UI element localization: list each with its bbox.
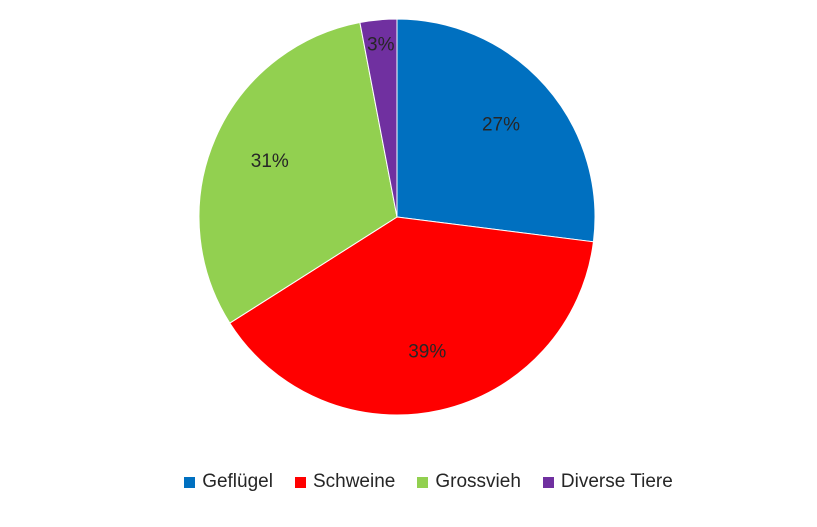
legend-item-diverse-tiere: Diverse Tiere bbox=[542, 471, 673, 493]
pie-slice-gefluegel bbox=[396, 18, 596, 243]
pie-slices bbox=[198, 18, 596, 416]
legend-item-schweine: Schweine bbox=[294, 471, 396, 493]
data-label-gefluegel: 27% bbox=[482, 114, 520, 135]
legend-item-gefluegel: Geflügel bbox=[184, 471, 273, 493]
chart-legend: Geflügel Schweine Grossvieh Diverse Tier… bbox=[0, 468, 817, 496]
pie-slice-grossvieh bbox=[198, 21, 398, 324]
legend-label: Schweine bbox=[312, 471, 396, 492]
legend-swatch bbox=[294, 476, 306, 488]
data-label-schweine: 39% bbox=[408, 341, 446, 362]
legend-swatch bbox=[542, 476, 554, 488]
data-label-grossvieh: 31% bbox=[251, 151, 289, 172]
legend-item-grossvieh: Grossvieh bbox=[417, 471, 521, 493]
legend-label: Geflügel bbox=[202, 471, 273, 492]
legend-label: Diverse Tiere bbox=[560, 471, 673, 492]
pie-data-labels: 27% 39% 31% 3% bbox=[251, 35, 520, 363]
pie-slice-diverse-tiere bbox=[359, 18, 398, 218]
data-label-diverse-tiere: 3% bbox=[367, 35, 395, 56]
pie-slice-schweine bbox=[229, 216, 594, 416]
legend-swatch bbox=[184, 476, 196, 488]
legend-label: Grossvieh bbox=[435, 471, 521, 492]
legend-swatch bbox=[417, 476, 429, 488]
